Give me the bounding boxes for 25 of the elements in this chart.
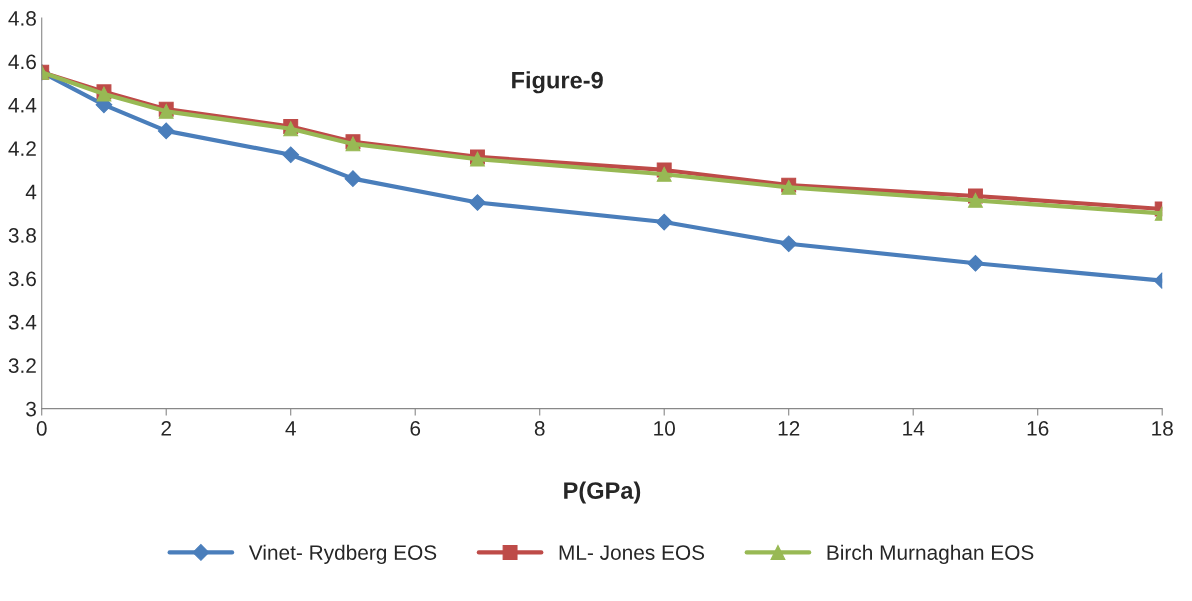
y-tick-label: 3 [26,401,36,417]
x-axis-title: P(GPa) [564,481,641,504]
x-tick-label: 12 [778,421,800,436]
y-tick-label: 3.2 [8,358,36,374]
y-tick-label: 4.8 [8,11,36,26]
y-tick-label: 3.4 [8,314,37,330]
y-tick-label: 4 [25,184,37,200]
x-tick-label: 6 [410,421,421,436]
legend-label: ML- Jones EOS [559,545,705,560]
y-tick-label: 4.4 [8,98,37,113]
x-tick-label: 4 [285,421,296,436]
x-tick-label: 10 [654,421,675,436]
legend-label: Birch Murnaghan EOS [827,544,1034,565]
legend-label: Vinet- Rydberg EOS [248,544,437,565]
x-tick-label: 0 [36,421,47,436]
x-tick-label: 18 [1152,421,1173,436]
y-tick-label: 4.6 [8,54,36,70]
x-tick-label: 8 [534,421,545,436]
x-tick-label: 2 [161,421,171,436]
x-tick-label: 16 [1027,421,1049,436]
y-tick-label: 4.2 [8,141,36,156]
text: Figure-9 [512,71,603,94]
y-tick-label: 3.6 [8,271,36,287]
y-tick-label: 3.8 [8,228,36,243]
x-tick-label: 14 [903,421,925,436]
